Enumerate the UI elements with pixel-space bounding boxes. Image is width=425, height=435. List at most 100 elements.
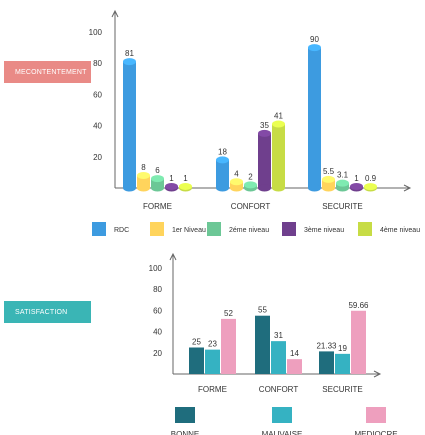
chart2-bar xyxy=(221,318,236,374)
chart1-data-label: 81 xyxy=(125,49,134,58)
chart1-bar-top xyxy=(350,182,363,190)
chart2-y-arrow xyxy=(169,252,177,261)
chart1-bar-top xyxy=(151,175,164,183)
chart1-bar-base xyxy=(216,184,229,192)
chart2-data-label: 23 xyxy=(208,340,217,349)
chart2-bar xyxy=(189,347,204,374)
chart1-legend-label: RDC xyxy=(114,227,129,234)
chart1-legend-swatch xyxy=(92,222,106,236)
chart1-data-label: 1 xyxy=(354,174,359,183)
chart1-bar-top xyxy=(137,172,150,180)
chart2-y-tick-label: 100 xyxy=(149,264,163,273)
chart2-bar xyxy=(255,315,270,374)
chart1-x-arrow xyxy=(403,184,412,192)
chart1-bar-top xyxy=(258,129,271,137)
chart2-x-arrow xyxy=(373,370,382,378)
chart2-category-label: FORME xyxy=(198,385,227,394)
chart2-bar xyxy=(287,359,302,374)
chart1-bar-top xyxy=(272,120,285,128)
chart1-bar xyxy=(272,124,285,188)
chart1-legend-label: 1er Niveau xyxy=(172,227,206,234)
chart2-bar xyxy=(205,349,220,374)
chart2-data-label: 31 xyxy=(274,331,283,340)
chart1-data-label: 90 xyxy=(310,35,319,44)
chart1-legend-swatch xyxy=(358,222,372,236)
chart2-data-label: 21.33 xyxy=(316,341,337,350)
chart2-data-label: 52 xyxy=(224,309,233,318)
chart1-y-tick-label: 60 xyxy=(93,90,102,99)
chart2-category-label: SECURITE xyxy=(322,385,362,394)
chart1-bar-base xyxy=(151,184,164,192)
chart2-y-tick-label: 80 xyxy=(153,285,162,294)
chart2-legend-swatch xyxy=(272,407,292,423)
chart2-legend-swatch xyxy=(175,407,195,423)
satisfaction-label: SATISFACTION xyxy=(4,301,91,323)
chart1-data-label: 3.1 xyxy=(337,171,349,180)
chart1-category-label: CONFORT xyxy=(231,202,271,211)
chart2-bar xyxy=(271,341,286,374)
chart2-bar xyxy=(319,351,334,374)
chart1-category-label: SECURITE xyxy=(322,202,362,211)
chart1-bar-top xyxy=(244,181,257,189)
chart1-data-label: 5.5 xyxy=(323,167,335,176)
chart1-y-tick-label: 100 xyxy=(89,28,103,37)
chart1-bar xyxy=(258,133,271,188)
chart1-bar-base xyxy=(230,184,243,192)
chart1-bar-top xyxy=(308,44,321,52)
chart2-legend-label: BONNE xyxy=(171,430,199,435)
chart1-data-label: 35 xyxy=(260,121,269,130)
chart2-data-label: 14 xyxy=(290,349,299,358)
chart2-y-tick-label: 60 xyxy=(153,306,162,315)
chart1-category-label: FORME xyxy=(143,202,172,211)
chart1-bar-top xyxy=(230,178,243,186)
chart2-y-tick-label: 40 xyxy=(153,328,162,337)
chart1-bar-base xyxy=(308,184,321,192)
chart2-data-label: 25 xyxy=(192,338,201,347)
chart1-bar xyxy=(137,175,150,188)
chart1-bar-base xyxy=(322,184,335,192)
chart1-bar xyxy=(322,179,335,188)
chart2-category-label: CONFORT xyxy=(259,385,299,394)
chart1-bar-base xyxy=(336,184,349,192)
chart1-legend-label: 3ème niveau xyxy=(304,227,344,234)
chart1-data-label: 8 xyxy=(141,163,146,172)
chart1-data-label: 2 xyxy=(248,172,253,181)
chart1-data-label: 4 xyxy=(234,169,239,178)
chart2-bar xyxy=(335,353,350,374)
chart1-bar-top xyxy=(123,58,136,66)
chart1-data-label: 1 xyxy=(169,174,174,183)
chart1-bar xyxy=(123,61,136,188)
chart1-bar-top xyxy=(165,182,178,190)
chart1-legend-swatch xyxy=(150,222,164,236)
chart1-bar xyxy=(216,159,229,188)
chart2-legend-swatch xyxy=(366,407,386,423)
chart1-data-label: 18 xyxy=(218,147,227,156)
chart1-bar-top xyxy=(179,182,192,190)
chart1-bar-top xyxy=(364,183,377,191)
chart1-bar-base xyxy=(123,184,136,192)
chart1-y-tick-label: 20 xyxy=(93,153,102,162)
chart1-legend-swatch xyxy=(207,222,221,236)
chart1-legend-label: 4ème niveau xyxy=(380,227,420,234)
chart1-bar-base xyxy=(137,184,150,192)
chart1-y-arrow xyxy=(111,9,119,18)
chart2-data-label: 55 xyxy=(258,306,267,315)
chart2-data-label: 59.66 xyxy=(348,301,369,310)
chart2-legend-label: MAUVAISE xyxy=(262,430,303,435)
chart1-bar-base xyxy=(272,184,285,192)
chart2-legend-label: MEDIOCRE xyxy=(354,430,397,435)
chart1-data-label: 41 xyxy=(274,112,283,121)
chart2-bar xyxy=(351,310,366,374)
mecontentement-label: MECONTENTEMENT xyxy=(4,61,91,83)
chart2-y-tick-label: 20 xyxy=(153,349,162,358)
chart1-bar xyxy=(308,47,321,188)
chart1-bar-top xyxy=(322,175,335,183)
chart1-bar xyxy=(151,178,164,188)
chart1-bar-base xyxy=(258,184,271,192)
chart1-data-label: 0.9 xyxy=(365,174,377,183)
chart1-y-tick-label: 80 xyxy=(93,59,102,68)
chart1-data-label: 1 xyxy=(183,174,188,183)
chart2-data-label: 19 xyxy=(338,344,347,353)
chart1-legend-swatch xyxy=(282,222,296,236)
